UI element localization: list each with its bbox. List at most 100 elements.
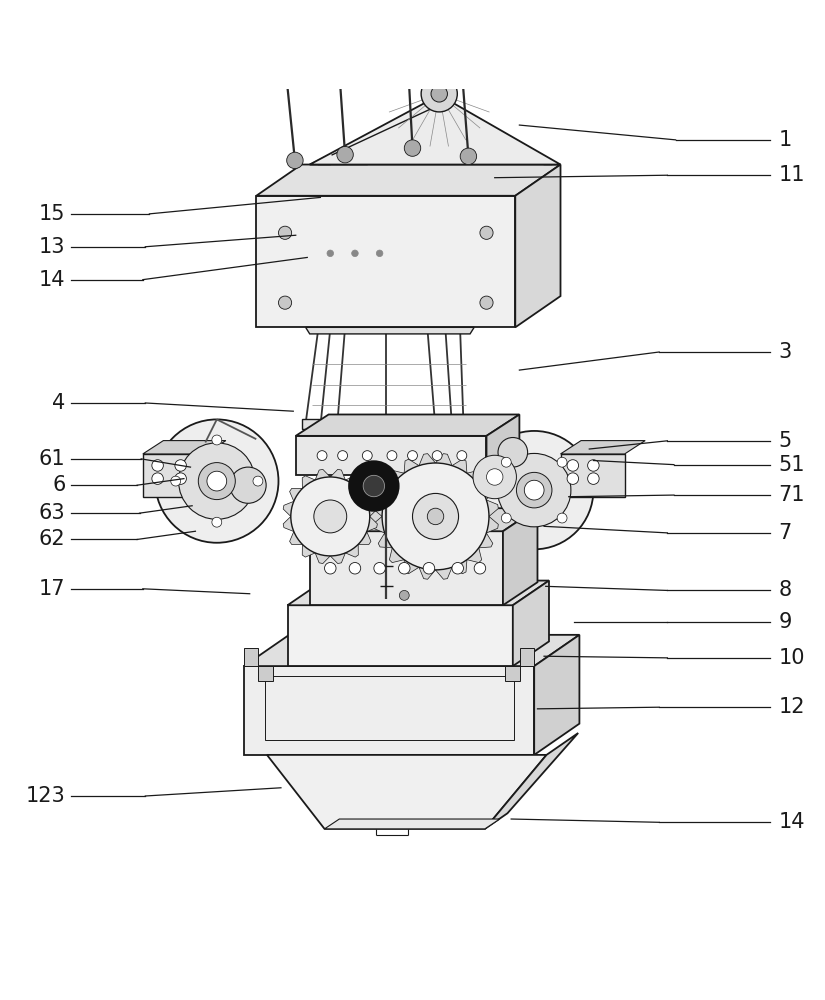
Polygon shape [487,414,520,475]
Circle shape [171,476,181,486]
Polygon shape [503,508,537,605]
Text: 15: 15 [39,204,65,224]
Circle shape [351,250,358,257]
Circle shape [473,455,516,499]
Polygon shape [487,500,498,516]
Polygon shape [419,567,436,579]
Circle shape [567,460,578,471]
Polygon shape [330,553,346,564]
Text: 14: 14 [779,812,805,832]
Polygon shape [315,469,330,480]
Circle shape [460,148,477,165]
Polygon shape [309,508,537,531]
Bar [332,48,345,60]
Polygon shape [301,419,472,429]
Polygon shape [346,476,358,489]
Circle shape [423,562,435,574]
Polygon shape [257,165,560,196]
Polygon shape [513,581,549,666]
Polygon shape [295,414,520,436]
Polygon shape [244,666,535,755]
Circle shape [497,453,571,527]
Circle shape [487,469,503,485]
Text: 14: 14 [39,270,65,290]
Circle shape [516,472,552,508]
Circle shape [279,226,291,239]
Polygon shape [318,100,439,165]
Polygon shape [324,819,500,829]
Circle shape [374,562,385,574]
Circle shape [404,140,421,156]
Text: 7: 7 [779,523,792,543]
Circle shape [290,477,370,556]
Polygon shape [436,567,452,579]
Polygon shape [560,441,645,454]
Polygon shape [309,109,427,165]
Circle shape [398,562,410,574]
Circle shape [212,435,222,445]
Bar [265,676,514,740]
Text: 13: 13 [39,237,65,257]
Text: 10: 10 [779,648,805,668]
Text: 61: 61 [39,449,65,469]
Text: 9: 9 [779,612,792,632]
Polygon shape [452,459,467,473]
Polygon shape [487,516,498,533]
Circle shape [502,457,512,467]
Polygon shape [389,470,404,485]
Circle shape [362,451,372,461]
Circle shape [198,463,235,500]
Text: 4: 4 [52,393,65,413]
Circle shape [557,513,567,523]
Bar [455,58,469,70]
Polygon shape [309,531,503,605]
Polygon shape [358,532,371,544]
Polygon shape [305,327,474,334]
Polygon shape [373,500,384,516]
Circle shape [455,438,535,516]
Circle shape [175,460,186,471]
Circle shape [557,457,567,467]
Polygon shape [535,635,579,755]
Polygon shape [143,441,226,454]
Polygon shape [290,532,303,544]
Circle shape [376,250,383,257]
Text: 5: 5 [779,431,792,451]
Text: 51: 51 [779,455,805,475]
Polygon shape [302,544,315,557]
Circle shape [324,562,336,574]
Polygon shape [283,516,294,532]
Polygon shape [244,635,579,666]
Circle shape [175,473,186,484]
Text: 8: 8 [779,580,791,600]
Bar [279,51,291,63]
Circle shape [152,473,163,484]
Circle shape [337,146,353,163]
Circle shape [457,451,467,461]
Circle shape [363,475,384,497]
Circle shape [337,451,347,461]
Polygon shape [485,733,578,829]
Polygon shape [288,605,513,666]
Polygon shape [478,533,493,548]
Text: 11: 11 [779,165,805,185]
Polygon shape [378,533,392,548]
Polygon shape [315,553,330,564]
Polygon shape [309,99,560,165]
Text: 123: 123 [26,786,65,806]
Circle shape [349,461,398,511]
Text: 17: 17 [39,579,65,599]
Polygon shape [367,501,377,516]
Circle shape [475,431,593,549]
Circle shape [327,250,333,257]
Polygon shape [346,544,358,557]
Circle shape [498,438,528,467]
Polygon shape [330,469,346,480]
Circle shape [502,513,512,523]
Polygon shape [302,476,315,489]
Text: 62: 62 [39,529,65,549]
Circle shape [421,76,457,112]
Circle shape [349,562,361,574]
Circle shape [212,517,222,527]
Polygon shape [373,516,384,533]
